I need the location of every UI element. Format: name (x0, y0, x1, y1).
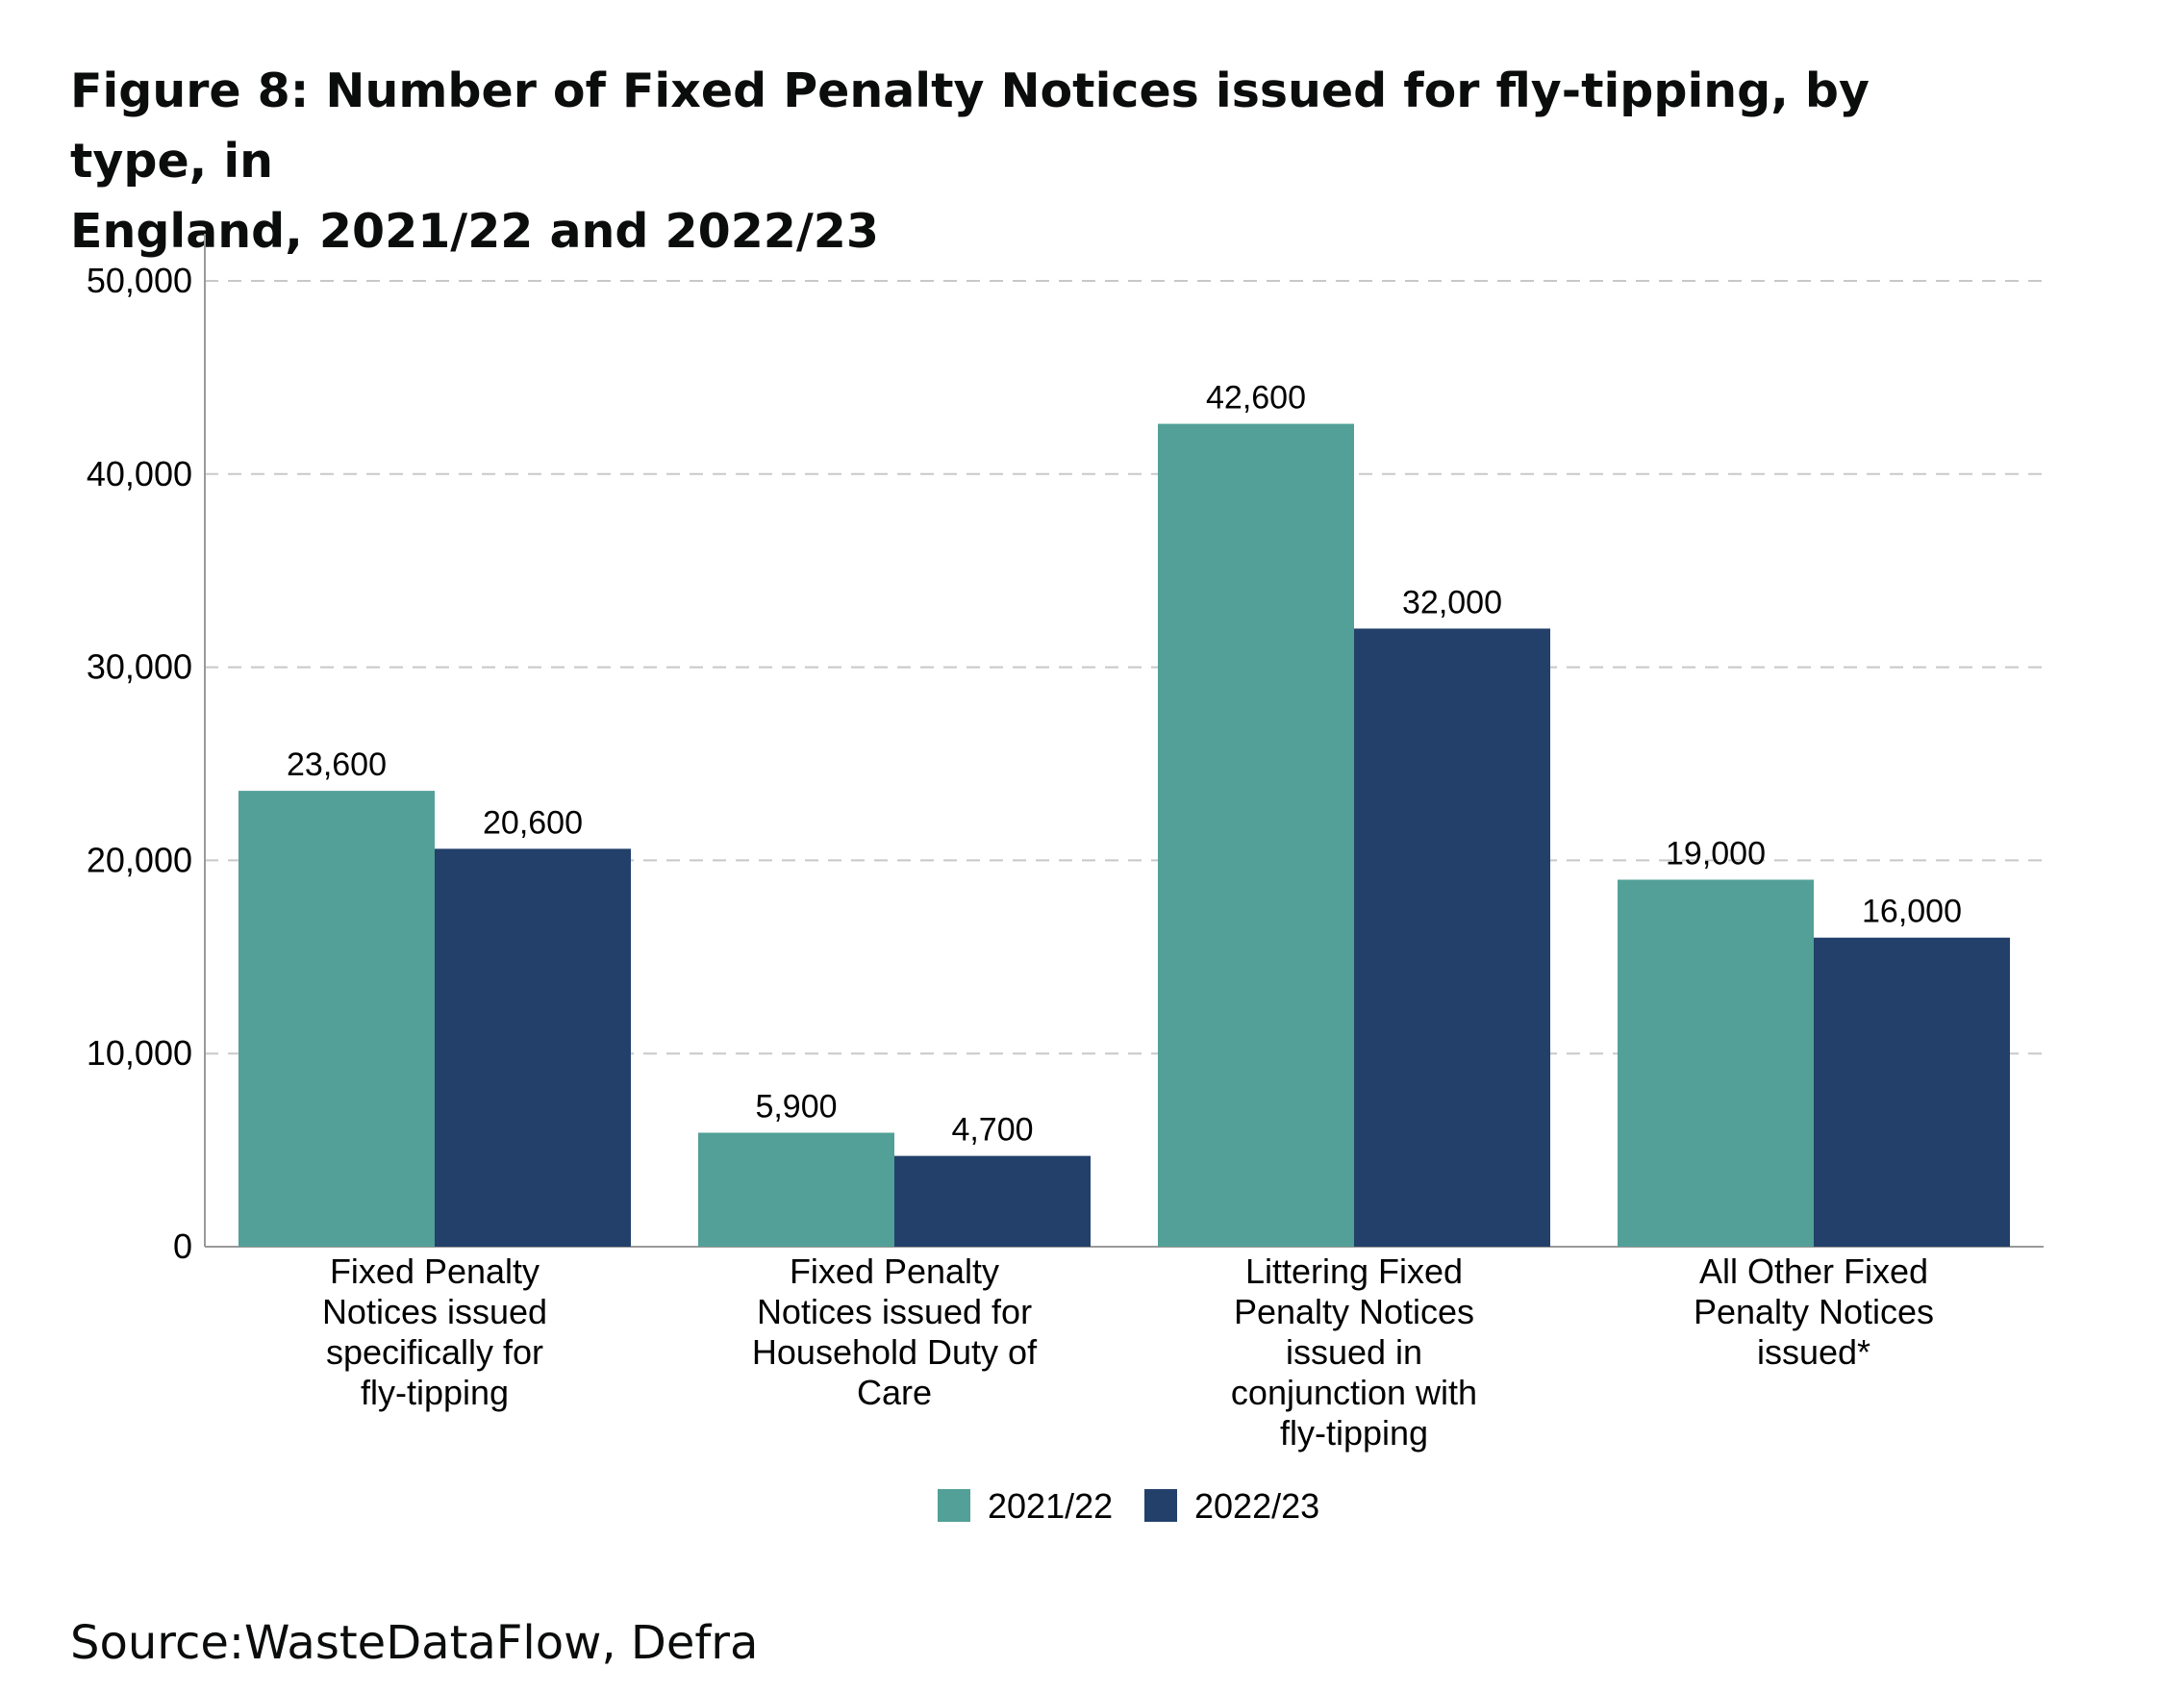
bar (435, 848, 631, 1247)
x-category-label: All Other Fixed Penalty Notices issued* (1694, 1252, 1934, 1372)
data-label: 42,600 (1206, 380, 1306, 417)
x-category-label: Fixed Penalty Notices issued for Household… (752, 1252, 1038, 1412)
legend-swatch (938, 1489, 970, 1522)
x-category-label-line: Penalty Notices (1694, 1292, 1934, 1331)
x-category-label-line: Fixed Penalty (790, 1252, 999, 1291)
x-category-label-line: Littering Fixed (1245, 1252, 1463, 1291)
x-category-label-line: fly-tipping (1280, 1413, 1428, 1453)
y-tick-label: 50,000 (87, 261, 192, 300)
x-category-label: Littering Fixed Penalty Notices issued in c… (1231, 1252, 1477, 1453)
legend-swatch (1144, 1489, 1177, 1522)
x-category-label-line: Care (857, 1373, 932, 1412)
data-label: 32,000 (1402, 584, 1502, 620)
bar (1618, 879, 1814, 1247)
x-category-label-line: Fixed Penalty (330, 1252, 540, 1291)
bar (238, 791, 435, 1247)
x-category-label-line: fly-tipping (361, 1373, 509, 1412)
x-category-label-line: issued* (1757, 1332, 1870, 1372)
y-tick-label: 20,000 (87, 840, 192, 879)
y-tick-label: 10,000 (87, 1033, 192, 1073)
data-label: 16,000 (1862, 894, 1962, 930)
data-label: 19,000 (1666, 835, 1766, 872)
x-category-label-line: Household Duty of (752, 1332, 1038, 1372)
bar (894, 1155, 1091, 1247)
x-category-label: Fixed Penalty Notices issued specifically … (322, 1252, 547, 1412)
x-category-label-line: Notices issued (322, 1292, 547, 1331)
bar (1158, 423, 1354, 1247)
legend-label: 2021/22 (988, 1486, 1113, 1526)
y-tick-label: 0 (173, 1226, 192, 1266)
x-category-label-line: Penalty Notices (1234, 1292, 1474, 1331)
y-tick-label: 30,000 (87, 647, 192, 687)
chart-title-line-1: Figure 8: Number of Fixed Penalty Notice… (70, 63, 1870, 189)
bar-chart: 0 10,000 20,000 30,000 40,000 50,000 23,600 20,… (87, 234, 2044, 1526)
y-tick-label: 40,000 (87, 454, 192, 493)
bar (1354, 628, 1550, 1247)
x-category-label-line: Notices issued for (757, 1292, 1032, 1331)
data-label: 5,900 (755, 1089, 837, 1125)
x-category-label-line: All Other Fixed (1699, 1252, 1928, 1291)
bar (1814, 937, 2010, 1247)
x-category-label-line: issued in (1286, 1332, 1422, 1372)
bar (698, 1132, 894, 1247)
data-label: 4,700 (951, 1112, 1033, 1149)
x-category-label-line: conjunction with (1231, 1373, 1477, 1412)
x-category-label-line: specifically for (326, 1332, 543, 1372)
chart-title: Figure 8: Number of Fixed Penalty Notice… (70, 56, 1994, 266)
data-label: 20,600 (483, 804, 583, 841)
source-note: Source:WasteDataFlow, Defra (70, 1616, 759, 1670)
data-label: 23,600 (287, 746, 387, 783)
legend-label: 2022/23 (1194, 1486, 1319, 1526)
